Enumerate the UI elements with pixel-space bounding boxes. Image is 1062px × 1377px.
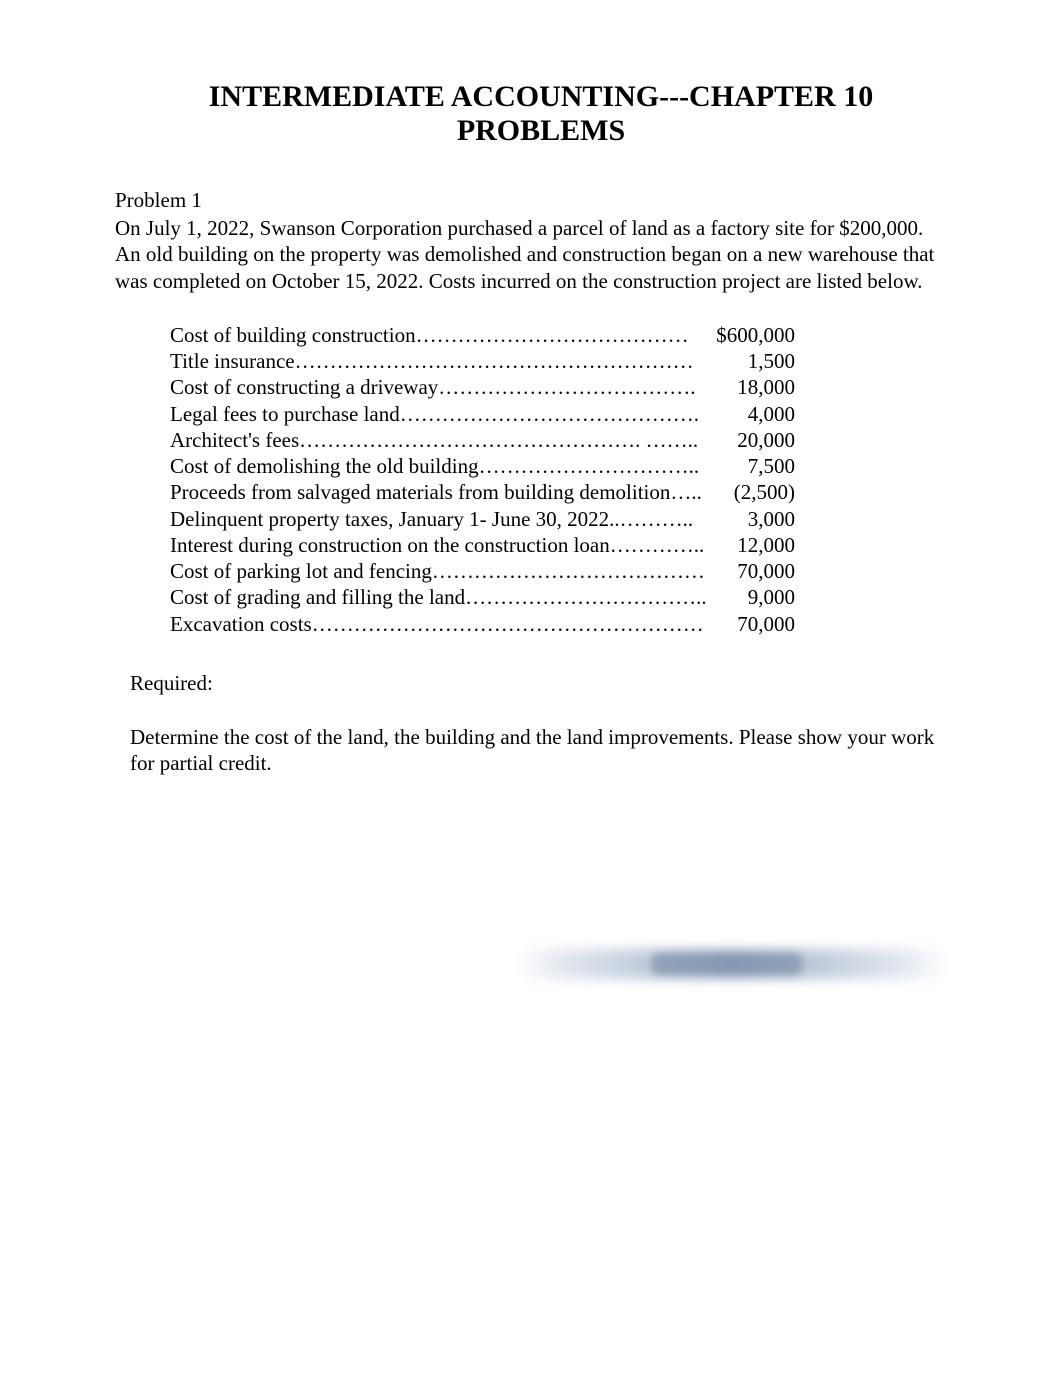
- table-row: Cost of building construction………………………………: [170, 322, 947, 348]
- cost-value: (2,500): [705, 479, 795, 505]
- table-row: Cost of grading and filling the land……………: [170, 584, 947, 610]
- cost-value: 1,500: [705, 348, 795, 374]
- table-row: Cost of parking lot and fencing…………………………: [170, 558, 947, 584]
- table-row: Architect's fees…………………………………………. …….. 2…: [170, 427, 947, 453]
- cost-label: Legal fees to purchase land……………………………………: [170, 401, 705, 427]
- cost-value: 9,000: [705, 584, 795, 610]
- document-page: INTERMEDIATE ACCOUNTING---CHAPTER 10 PRO…: [0, 0, 1062, 776]
- table-row: Title insurance………………………………………………… 1,500: [170, 348, 947, 374]
- table-row: Excavation costs………………………………………………… 70,0…: [170, 611, 947, 637]
- cost-value: 12,000: [705, 532, 795, 558]
- cost-label: Excavation costs…………………………………………………: [170, 611, 705, 637]
- cost-value: 70,000: [705, 611, 795, 637]
- required-text: Determine the cost of the land, the buil…: [130, 724, 947, 777]
- cost-label: Cost of parking lot and fencing…………………………: [170, 558, 705, 584]
- cost-value: 18,000: [705, 374, 795, 400]
- problem-intro: On July 1, 2022, Swanson Corporation pur…: [115, 215, 947, 294]
- blurred-overlay-center: [652, 953, 802, 975]
- cost-value: 20,000: [705, 427, 795, 453]
- cost-label: Delinquent property taxes, January 1- Ju…: [170, 506, 705, 532]
- problem-label: Problem 1: [115, 188, 947, 213]
- cost-value: 7,500: [705, 453, 795, 479]
- cost-value: 3,000: [705, 506, 795, 532]
- cost-label: Title insurance…………………………………………………: [170, 348, 705, 374]
- cost-label: Cost of constructing a driveway…………………………: [170, 374, 705, 400]
- page-title: INTERMEDIATE ACCOUNTING---CHAPTER 10 PRO…: [155, 80, 927, 148]
- cost-table: Cost of building construction………………………………: [170, 322, 947, 637]
- cost-label: Architect's fees…………………………………………. ……..: [170, 427, 705, 453]
- table-row: Cost of constructing a driveway…………………………: [170, 374, 947, 400]
- cost-label: Cost of demolishing the old building……………: [170, 453, 705, 479]
- cost-value: 70,000: [705, 558, 795, 584]
- cost-label: Cost of building construction………………………………: [170, 322, 705, 348]
- table-row: Proceeds from salvaged materials from bu…: [170, 479, 947, 505]
- table-row: Legal fees to purchase land……………………………………: [170, 401, 947, 427]
- cost-label: Cost of grading and filling the land……………: [170, 584, 705, 610]
- table-row: Cost of demolishing the old building……………: [170, 453, 947, 479]
- required-label: Required:: [130, 671, 947, 696]
- cost-value: 4,000: [705, 401, 795, 427]
- cost-label: Proceeds from salvaged materials from bu…: [170, 479, 705, 505]
- table-row: Interest during construction on the cons…: [170, 532, 947, 558]
- table-row: Delinquent property taxes, January 1- Ju…: [170, 506, 947, 532]
- cost-label: Interest during construction on the cons…: [170, 532, 705, 558]
- cost-value: $600,000: [705, 322, 795, 348]
